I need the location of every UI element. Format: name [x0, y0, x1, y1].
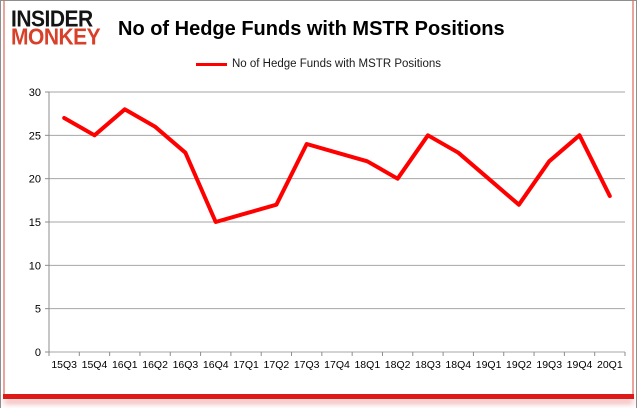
y-axis-tick-label: 0 — [35, 347, 41, 359]
x-axis-tick-label: 20Q1 — [597, 359, 623, 371]
y-axis-tick-label: 25 — [29, 130, 41, 142]
legend-line-swatch — [195, 62, 227, 66]
chart-canvas: 0 5 10 15 20 25 30 15Q3 15Q4 16Q1 16Q2 16Q3 16Q4 17Q1… — [29, 87, 626, 371]
x-axis-tick-label: 17Q3 — [294, 359, 320, 371]
x-axis-tick-label: 18Q4 — [445, 359, 471, 371]
y-axis-tick-label: 30 — [29, 87, 41, 99]
y-axis-tick-label: 10 — [29, 260, 41, 272]
logo-text-insider: INSIDER — [11, 7, 93, 32]
legend-label: No of Hedge Funds with MSTR Positions — [231, 58, 441, 70]
x-axis-tick-label: 19Q2 — [506, 359, 532, 371]
y-axis-tick-label: 5 — [35, 304, 41, 316]
series-line-hedge-funds — [62, 107, 612, 224]
legend: No of Hedge Funds with MSTR Positions — [1, 58, 636, 70]
x-axis-tick-label: 18Q1 — [354, 359, 380, 371]
x-axis-tick-label: 17Q4 — [324, 359, 350, 371]
insider-monkey-logo: INSIDER MONKEY — [11, 7, 101, 50]
x-axis-tick-label: 19Q4 — [567, 359, 593, 371]
x-axis-tick-label: 16Q2 — [142, 359, 168, 371]
bottom-accent-bar — [3, 394, 634, 399]
x-axis-tick-label: 18Q3 — [415, 359, 441, 371]
x-axis-tick-label: 16Q1 — [112, 359, 138, 371]
x-axis-tick-label: 16Q3 — [173, 359, 199, 371]
x-axis-tick-label: 18Q2 — [385, 359, 411, 371]
y-axis-tick-label: 20 — [29, 174, 41, 186]
logo-text-monkey: MONKEY — [11, 25, 101, 50]
chart-title: No of Hedge Funds with MSTR Positions — [118, 18, 505, 40]
x-axis-tick-label: 16Q4 — [203, 359, 229, 371]
x-axis-tick-label: 15Q3 — [51, 359, 77, 371]
x-axis-tick-label: 15Q4 — [82, 359, 108, 371]
x-axis-tick-label: 19Q1 — [476, 359, 502, 371]
y-axis-tick-label: 15 — [29, 217, 41, 229]
x-axis-tick-label: 19Q3 — [536, 359, 562, 371]
x-axis-tick-label: 17Q1 — [233, 359, 259, 371]
x-axis-tick-label: 17Q2 — [264, 359, 290, 371]
